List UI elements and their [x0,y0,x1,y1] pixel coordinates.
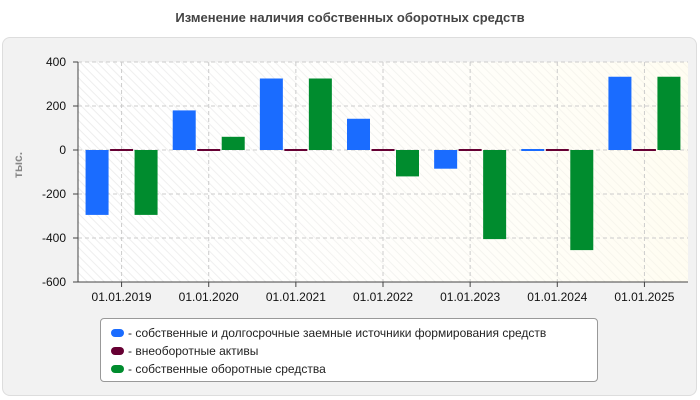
x-tick-label: 01.01.2022 [353,290,413,304]
bar-working-capital [483,150,507,240]
bar-sources [521,149,545,151]
y-tick-label: 0 [59,143,66,157]
chart-title: Изменение наличия собственных оборотных … [175,10,525,25]
legend-label: - внеоборотные активы [128,344,259,358]
bar-sources [259,78,283,150]
y-axis-title: тыс. [11,152,25,178]
legend-text-sources: собственные и долгосрочные заемные источ… [135,326,547,340]
x-tick-label: 01.01.2024 [527,290,587,304]
bar-sources [608,76,632,150]
legend-swatch-fixed-assets [111,347,124,355]
bar-fixed-assets [284,149,308,151]
bar-sources [172,110,196,150]
y-tick-label: -200 [42,187,66,201]
legend-swatch-sources [111,329,124,337]
bar-working-capital [134,150,158,215]
bar-sources [347,118,370,150]
legend: - собственные и долгосрочные заемные ист… [100,318,598,382]
bar-working-capital [221,136,245,150]
bar-fixed-assets [545,149,569,151]
legend-label: - собственные и долгосрочные заемные ист… [128,326,547,340]
legend-text-fixed-assets: внеоборотные активы [135,344,259,358]
bar-fixed-assets [197,149,221,151]
bar-working-capital [396,150,419,177]
bar-working-capital [570,150,594,251]
legend-item: - собственные оборотные средства [111,360,597,378]
bar-working-capital [308,78,332,150]
y-tick-label: -600 [42,275,66,289]
x-tick-label: 01.01.2023 [440,290,500,304]
plot-area-tint [78,62,688,282]
bar-fixed-assets [632,149,656,151]
x-tick-label: 01.01.2025 [614,290,674,304]
legend-swatch-working-capital [111,365,124,373]
x-tick-label: 01.01.2019 [92,290,152,304]
legend-label: - собственные оборотные средства [128,362,326,376]
x-tick-label: 01.01.2020 [179,290,239,304]
x-tick-label: 01.01.2021 [266,290,326,304]
legend-text-working-capital: собственные оборотные средства [135,362,326,376]
legend-item: - внеоборотные активы [111,342,597,360]
bar-fixed-assets [458,149,482,151]
y-tick-label: 400 [46,55,66,69]
bar-fixed-assets [110,149,134,151]
bar-fixed-assets [371,149,395,151]
bar-working-capital [657,76,681,150]
y-tick-label: -400 [42,231,66,245]
bar-sources [434,150,458,169]
legend-item: - собственные и долгосрочные заемные ист… [111,324,597,342]
bar-sources [85,150,109,215]
y-tick-label: 200 [46,99,66,113]
